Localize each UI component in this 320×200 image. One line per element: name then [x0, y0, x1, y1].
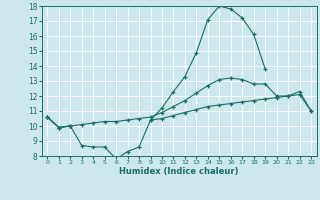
X-axis label: Humidex (Indice chaleur): Humidex (Indice chaleur): [119, 167, 239, 176]
